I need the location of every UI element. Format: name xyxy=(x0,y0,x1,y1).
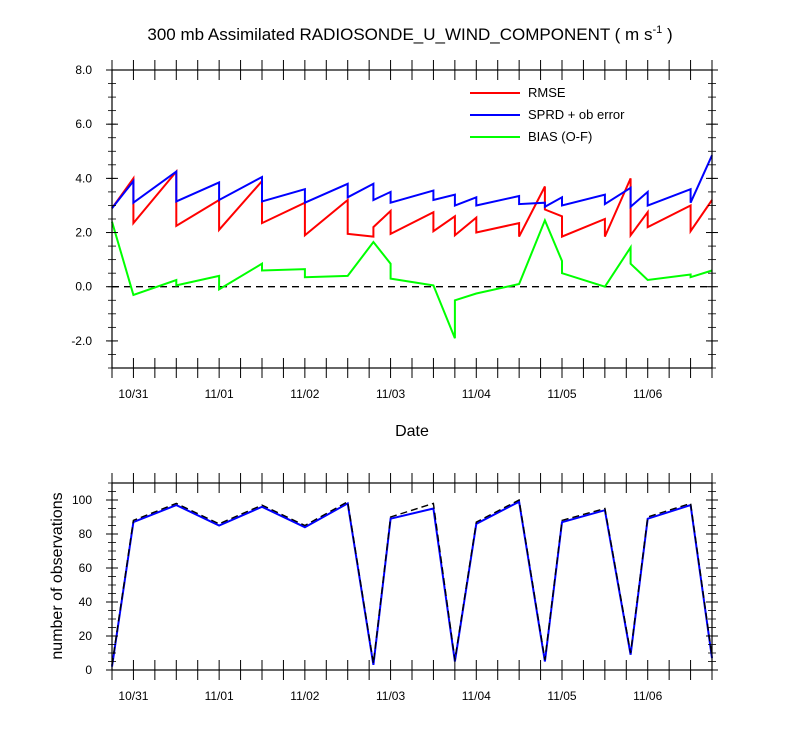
y-axis-label-bottom: number of observations xyxy=(49,492,66,659)
series-rmse-line xyxy=(111,168,713,239)
legend-label-sprd-ob-error: SPRD + ob error xyxy=(528,107,625,122)
legend: RMSE SPRD + ob error BIAS (O-F) xyxy=(470,85,625,144)
series-sprd-ob-error-line xyxy=(111,154,713,209)
y-tick-label: -2.0 xyxy=(71,334,92,348)
x-tick-label: 10/31 xyxy=(118,387,148,401)
legend-label-bias-o-f: BIAS (O-F) xyxy=(528,129,592,144)
y-tick-label: 60 xyxy=(79,561,93,575)
top-plot-frame xyxy=(111,69,713,369)
x-tick-label: 11/05 xyxy=(547,689,576,703)
y-tick-label: 0.0 xyxy=(75,280,92,294)
y-tick-label: 40 xyxy=(79,595,93,609)
x-tick-label: 11/02 xyxy=(290,689,319,703)
top-panel: -2.0 0.0 2.0 4.0 6.0 8.0 10/31 11/01 11/02 11/03 1… xyxy=(71,60,718,401)
y-tick-label: 100 xyxy=(72,493,92,507)
top-series-group xyxy=(111,154,713,339)
x-axis-label: Date xyxy=(395,423,429,440)
x-tick-label: 11/05 xyxy=(547,387,576,401)
x-tick-label: 11/04 xyxy=(462,689,491,703)
bottom-plot-frame xyxy=(111,482,713,671)
series-1-line xyxy=(111,500,713,667)
y-tick-label: 20 xyxy=(79,629,93,643)
x-tick-label: 11/06 xyxy=(633,387,662,401)
series-bias-o-f-line xyxy=(111,217,713,339)
y-tick-label: 6.0 xyxy=(75,117,92,131)
y-tick-label: 80 xyxy=(79,527,93,541)
x-tick-label: 11/02 xyxy=(290,387,319,401)
y-tick-label: 0 xyxy=(85,663,92,677)
x-tick-label: 11/06 xyxy=(633,689,662,703)
bottom-panel: 0 20 40 60 80 100 10/31 11/01 11/02 11/03 11/04 11/… xyxy=(72,473,718,703)
y-tick-label: 4.0 xyxy=(75,171,92,185)
y-tick-label: 8.0 xyxy=(75,63,92,77)
x-tick-label: 11/03 xyxy=(376,689,405,703)
series-2-line xyxy=(111,498,713,666)
x-tick-label: 10/31 xyxy=(118,689,148,703)
x-tick-label: 11/03 xyxy=(376,387,405,401)
x-tick-label: 11/01 xyxy=(205,689,234,703)
bottom-series-group xyxy=(111,498,713,667)
y-tick-label: 2.0 xyxy=(75,226,92,240)
legend-label-rmse: RMSE xyxy=(528,85,566,100)
x-tick-label: 11/01 xyxy=(205,387,234,401)
x-tick-label: 11/04 xyxy=(462,387,491,401)
chart-title: 300 mb Assimilated RADIOSONDE_U_WIND_COM… xyxy=(147,24,672,44)
